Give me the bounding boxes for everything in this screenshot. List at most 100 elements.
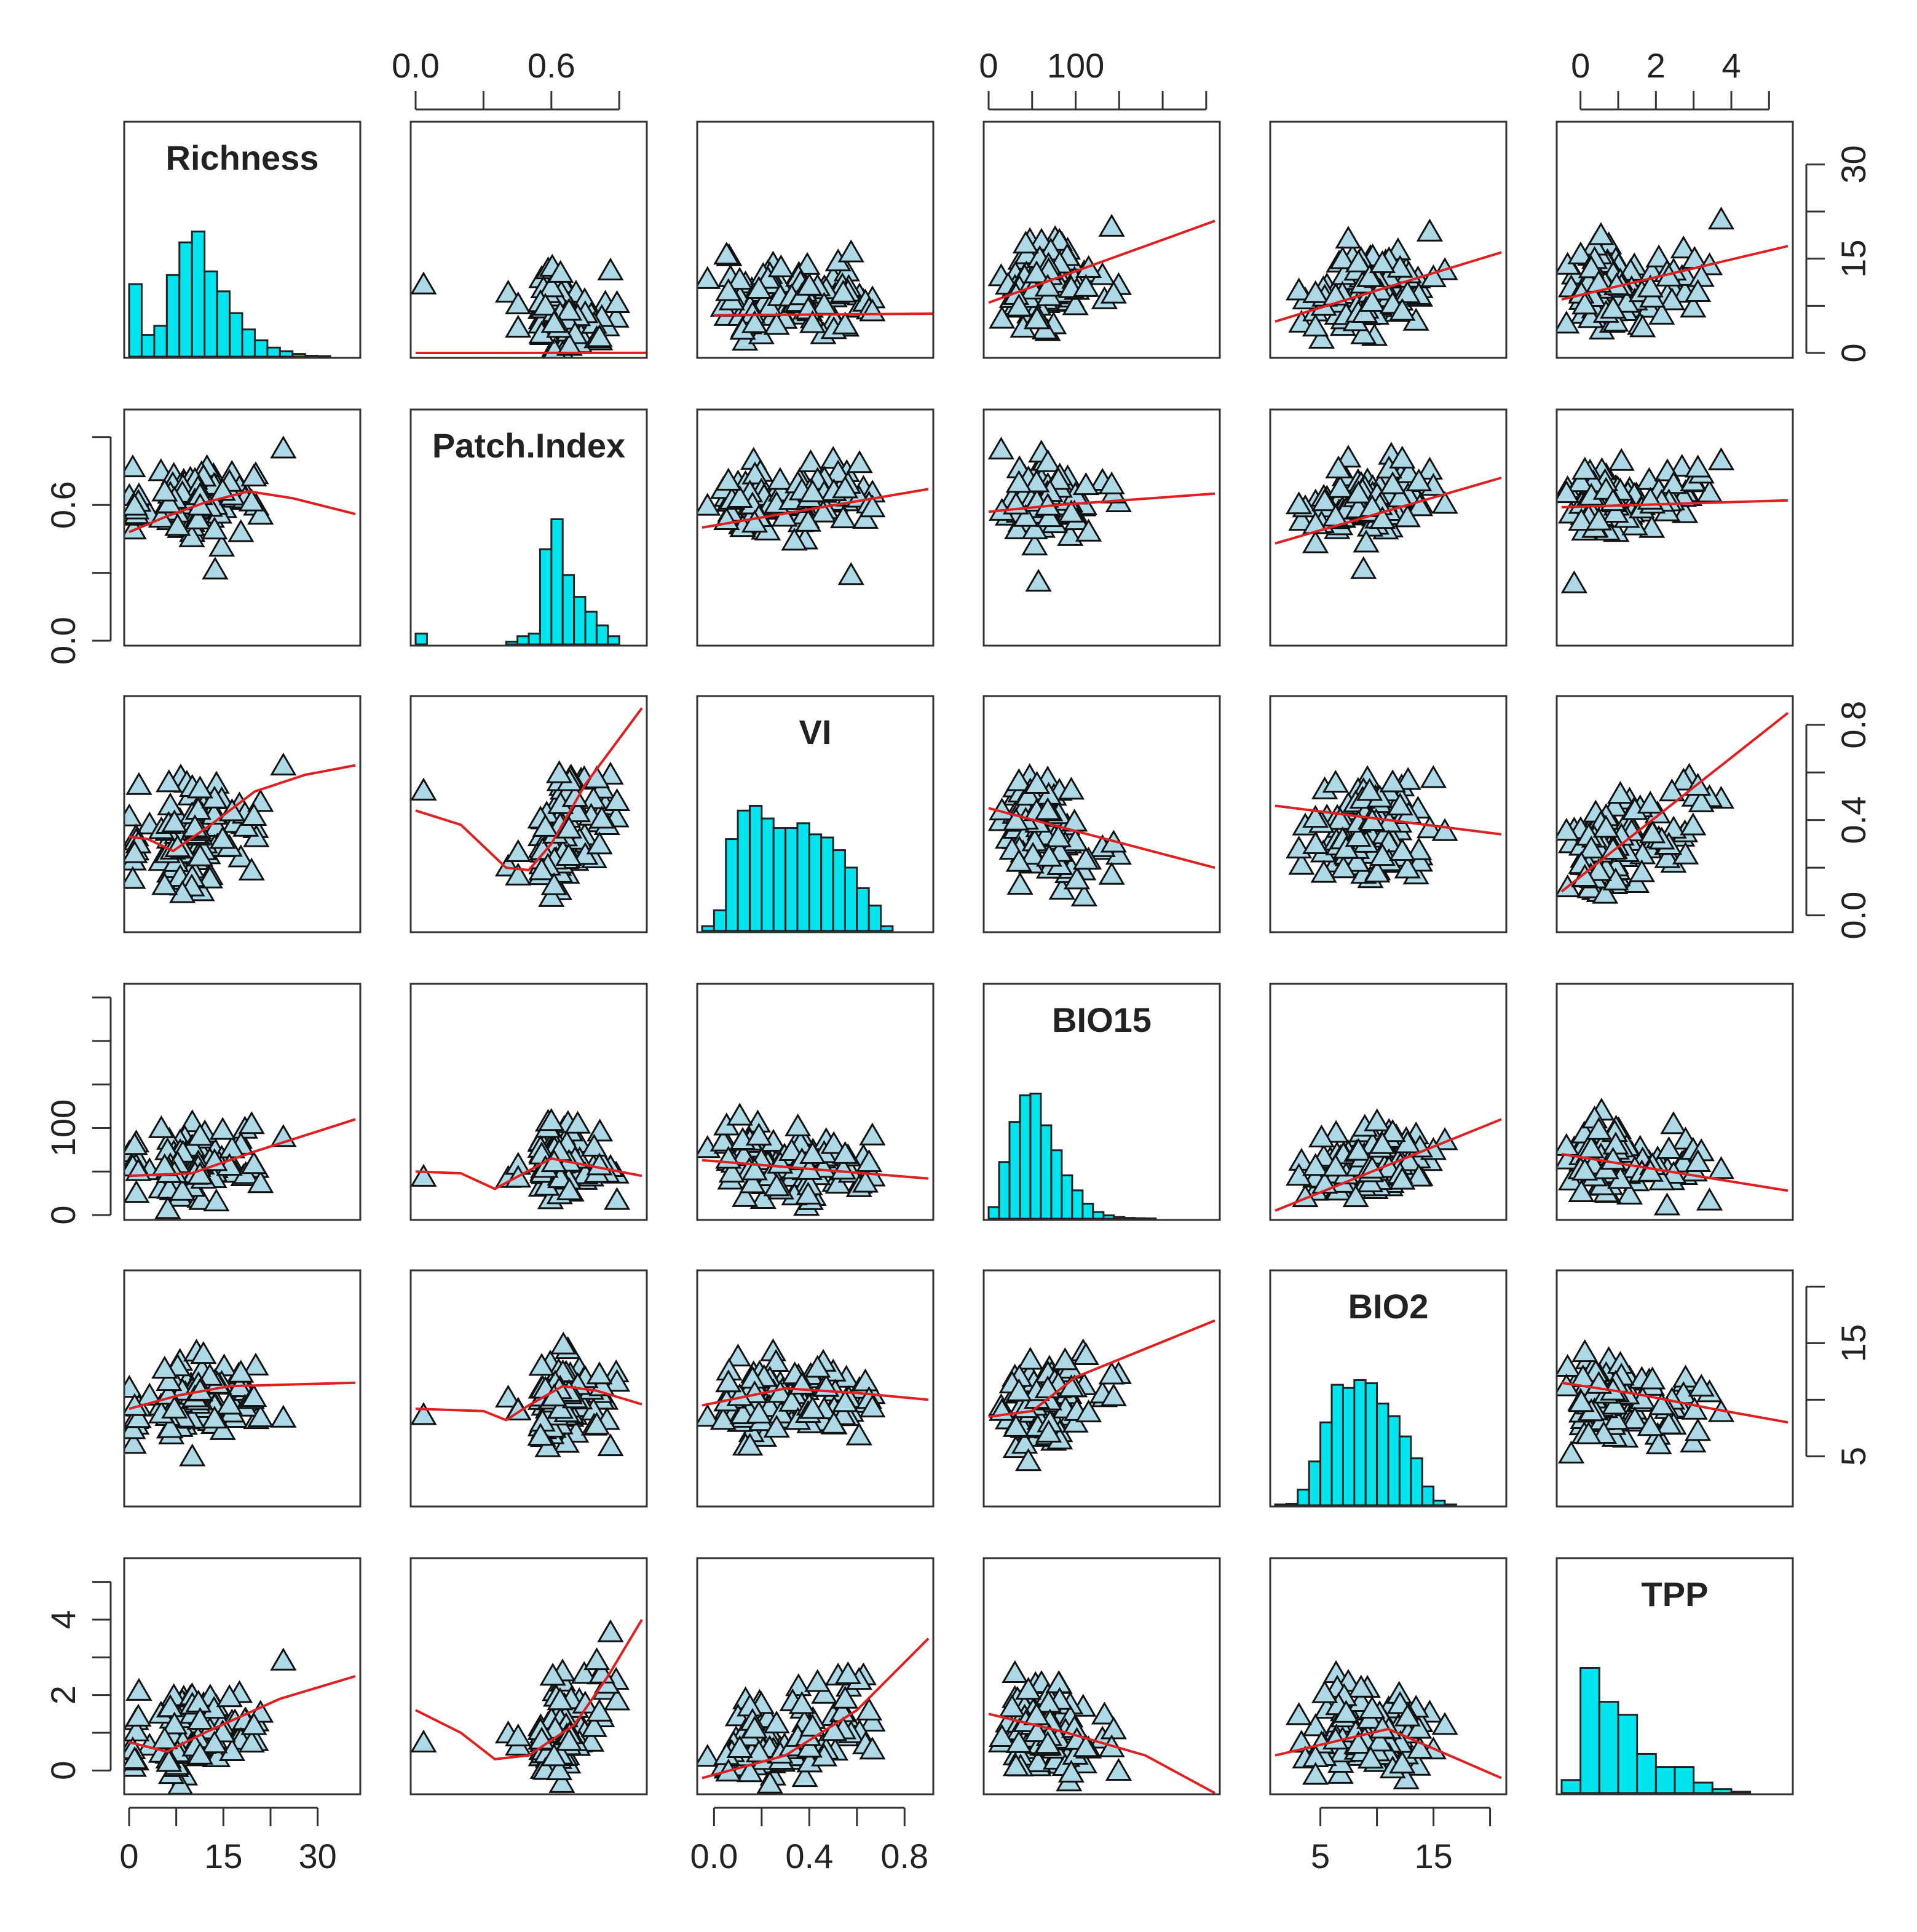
data-point — [998, 1694, 1026, 1717]
data-point — [1389, 1751, 1416, 1774]
right-axis-richness: 0 15 30 — [1805, 145, 1873, 363]
data-point — [411, 271, 437, 295]
data-point — [1327, 475, 1354, 498]
data-point — [1072, 847, 1099, 870]
histogram-bar — [414, 632, 428, 646]
data-point — [763, 1173, 790, 1197]
histogram-bar — [241, 328, 256, 358]
data-point — [1302, 511, 1329, 534]
point-cloud — [697, 1338, 929, 1456]
panel-frame — [1269, 695, 1508, 933]
data-point — [1684, 1418, 1712, 1441]
smoother-line — [128, 764, 356, 853]
panel-frame — [696, 408, 935, 647]
point-cloud — [411, 1108, 642, 1210]
smoother-line — [1561, 245, 1789, 301]
data-point — [156, 1368, 183, 1392]
data-point — [1286, 491, 1313, 515]
data-point — [1286, 1702, 1313, 1725]
panel-frame — [1555, 983, 1794, 1221]
histogram-bar — [317, 355, 331, 358]
data-point — [1607, 780, 1634, 804]
point-cloud — [987, 213, 1215, 341]
data-point — [583, 1647, 611, 1671]
data-point — [1658, 778, 1686, 802]
histogram-bar — [1330, 1384, 1344, 1506]
histogram-bar — [808, 833, 823, 932]
data-point — [1587, 222, 1615, 245]
data-point — [1357, 1746, 1384, 1769]
histogram-vi — [701, 804, 894, 932]
data-point — [1302, 530, 1329, 553]
tick-label: 0.0 — [392, 46, 440, 85]
smoother-line — [702, 488, 929, 529]
data-point — [556, 1177, 583, 1200]
right-axis-vi: 0.0 0.4 0.8 — [1805, 701, 1873, 940]
data-point — [1431, 491, 1458, 514]
variable-label-patch-index: Patch.Index — [432, 426, 625, 465]
histogram-bar — [573, 596, 587, 646]
data-point — [1557, 480, 1580, 504]
data-point — [1600, 836, 1627, 860]
smoother-line — [128, 490, 356, 534]
data-point — [1322, 1154, 1349, 1177]
data-point — [1015, 1677, 1042, 1700]
data-point — [726, 485, 753, 508]
data-point — [1002, 1753, 1030, 1776]
histogram-bar — [1711, 1788, 1733, 1794]
data-point — [178, 524, 205, 547]
data-point — [505, 314, 532, 338]
data-point — [989, 306, 1016, 329]
point-cloud — [1275, 1660, 1502, 1789]
data-point — [1648, 301, 1675, 325]
data-point — [1585, 507, 1613, 531]
panel-bio2-vs-patch-index — [409, 1269, 648, 1508]
data-point — [715, 467, 742, 491]
tick-label: 4 — [1721, 46, 1741, 85]
data-point — [161, 809, 188, 833]
data-point — [125, 1703, 152, 1727]
data-point — [1011, 1430, 1038, 1454]
histogram-bar — [561, 574, 575, 646]
data-point — [540, 310, 567, 333]
panel-frame — [409, 1557, 648, 1795]
data-point — [799, 1141, 826, 1165]
data-point — [1592, 881, 1619, 904]
data-point — [1343, 849, 1370, 872]
data-point — [184, 506, 211, 529]
data-point — [548, 1770, 575, 1793]
panel-tpp-vs-vi — [696, 1557, 935, 1795]
data-point — [1329, 246, 1356, 269]
data-point — [829, 505, 857, 529]
data-point — [555, 298, 583, 321]
data-point — [1394, 855, 1421, 879]
point-cloud — [124, 752, 356, 903]
data-point — [597, 1433, 624, 1457]
data-point — [184, 796, 211, 820]
data-point — [1034, 274, 1061, 297]
tick-label: 0 — [1571, 46, 1590, 85]
data-point — [1350, 321, 1377, 344]
point-cloud — [411, 1331, 642, 1457]
histogram-bar — [725, 838, 739, 932]
point-cloud — [124, 435, 356, 580]
panel-bio15-vs-patch-index — [409, 983, 648, 1221]
data-point — [201, 517, 228, 540]
histogram-bar — [1144, 1217, 1157, 1220]
data-point — [411, 1729, 437, 1753]
data-point — [859, 1708, 886, 1732]
data-point — [1416, 218, 1444, 242]
data-point — [1302, 314, 1329, 337]
histogram-bar — [1353, 1379, 1367, 1506]
data-point — [745, 275, 772, 299]
data-point — [1369, 843, 1396, 866]
histogram-bar — [820, 836, 834, 932]
data-point — [1005, 1378, 1032, 1401]
data-point — [829, 1157, 857, 1180]
data-point — [1072, 1342, 1099, 1365]
smoother-line — [1275, 804, 1502, 836]
panel-frame — [982, 1557, 1221, 1795]
point-cloud — [697, 446, 929, 585]
data-point — [837, 239, 864, 263]
